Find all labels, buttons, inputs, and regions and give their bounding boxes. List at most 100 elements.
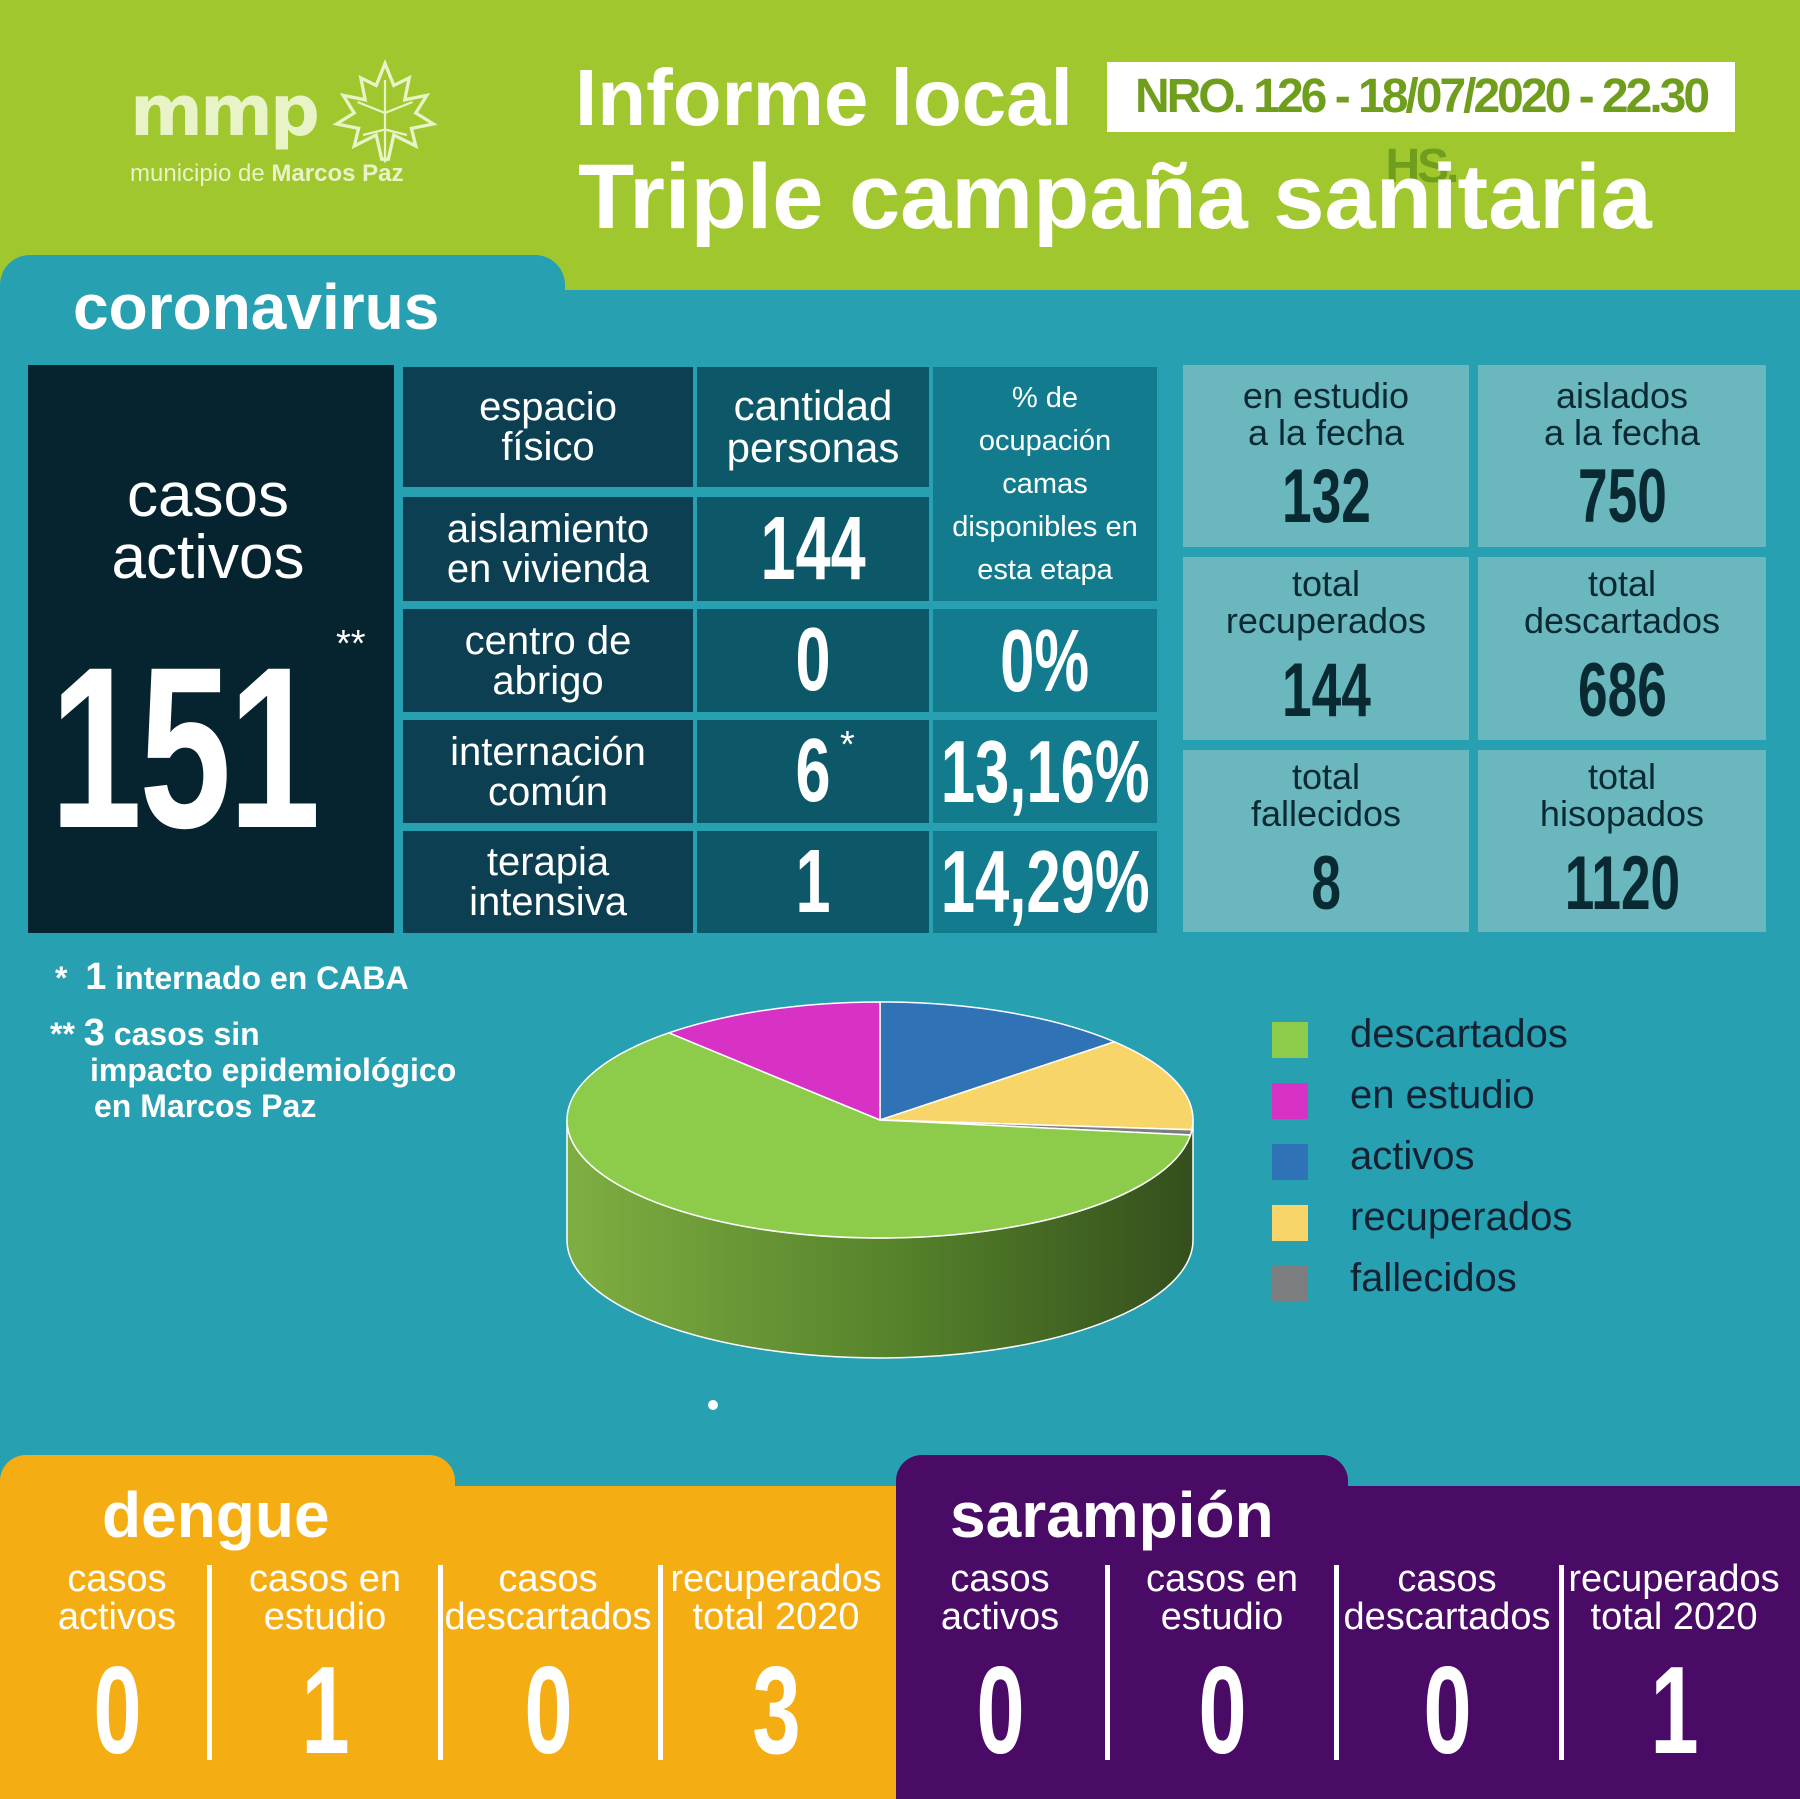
stat4-label-line1: total bbox=[1587, 563, 1657, 604]
header-pct-line2: ocupación bbox=[978, 424, 1112, 457]
sarampion-divider bbox=[1105, 1565, 1110, 1760]
note2-number: 3 bbox=[83, 1012, 105, 1054]
header-band bbox=[0, 0, 1800, 290]
sarampion-col-label: casos en estudio bbox=[1102, 1560, 1342, 1636]
logo-sub-name: Marcos Paz bbox=[271, 160, 404, 187]
header-space-line1: espacio bbox=[479, 385, 617, 429]
cases-pie-chart bbox=[566, 1001, 1194, 1359]
dengue-col-value: 1 bbox=[245, 1640, 405, 1782]
row-qty-internacion: 6 bbox=[697, 720, 929, 823]
stat-recuperados: total recuperados 144 bbox=[1183, 557, 1469, 740]
stat-hisopados: total hisopados 1120 bbox=[1478, 750, 1766, 932]
row-qty-terapia: 1 bbox=[697, 831, 929, 933]
row-label-internacion: internación común bbox=[403, 720, 693, 823]
row-qty-abrigo: 0 bbox=[697, 609, 929, 712]
stat2-label-line2: a la fecha bbox=[1543, 412, 1701, 453]
stat5-label-line1: total bbox=[1291, 756, 1361, 797]
note2-line3: en Marcos Paz bbox=[94, 1088, 317, 1124]
dengue-col-value: 3 bbox=[696, 1640, 856, 1782]
value-text: 1 bbox=[300, 1642, 350, 1780]
sarampion-divider bbox=[1334, 1565, 1339, 1760]
header-pct-line3: camas bbox=[1002, 467, 1088, 500]
sarampion-col-value: 0 bbox=[920, 1640, 1080, 1782]
stat-aislados: aislados a la fecha 750 bbox=[1478, 365, 1766, 547]
active-label-line2: activos bbox=[111, 523, 305, 592]
legend-label: en estudio bbox=[1350, 1073, 1535, 1117]
legend-swatch bbox=[1272, 1144, 1308, 1180]
dengue-col-value: 0 bbox=[468, 1640, 628, 1782]
municipio-logo: mmp municipio de Marcos Paz bbox=[130, 59, 460, 200]
dengue-panel bbox=[0, 1486, 902, 1799]
report-title: Informe local bbox=[575, 53, 1073, 142]
row2-qty: 0 bbox=[795, 610, 831, 710]
row2-label-line1: centro de bbox=[464, 618, 632, 663]
note1-mark: * bbox=[55, 960, 68, 996]
header-qty-line1: cantidad bbox=[733, 382, 893, 429]
sarampion-title: sarampión bbox=[950, 1479, 1274, 1551]
active-cases-value: 151 bbox=[50, 619, 321, 876]
row2-label-line2: abrigo bbox=[492, 658, 604, 703]
coronavirus-tab bbox=[0, 255, 565, 345]
sarampion-panel bbox=[896, 1486, 1800, 1799]
active-label-line1: casos bbox=[127, 461, 289, 530]
row-label-abrigo: centro de abrigo bbox=[403, 609, 693, 712]
row-pct-abrigo: 0% bbox=[933, 609, 1157, 712]
header-pct-line1: % de bbox=[1011, 381, 1079, 414]
stat-en-estudio: en estudio a la fecha 132 bbox=[1183, 365, 1469, 547]
stat3-label-line1: total bbox=[1291, 563, 1361, 604]
row1-qty: 144 bbox=[760, 498, 866, 599]
note1-number: 1 bbox=[85, 956, 107, 998]
dengue-col-label: casos en estudio bbox=[205, 1560, 445, 1636]
label-line: descartados bbox=[444, 1596, 652, 1638]
row1-label-line1: aislamiento bbox=[446, 507, 650, 551]
header-pct-line5: esta etapa bbox=[977, 553, 1113, 586]
active-cases-footnote-mark: ** bbox=[336, 623, 366, 665]
pie-slice-activos bbox=[879, 1001, 1117, 1122]
note2-line2: impacto epidemiológico bbox=[90, 1052, 457, 1088]
stat6-label-line2: hisopados bbox=[1539, 793, 1705, 834]
row1-label-line2: en vivienda bbox=[446, 547, 650, 591]
value-text: 3 bbox=[751, 1642, 801, 1780]
label-line: casos en bbox=[248, 1558, 402, 1600]
active-cases-panel: casos activos 151 ** bbox=[28, 365, 394, 933]
stat6-label-line1: total bbox=[1587, 756, 1657, 797]
pie-slice-recuperados bbox=[879, 1040, 1194, 1131]
dengue-title: dengue bbox=[102, 1479, 330, 1551]
legend-swatch bbox=[1272, 1022, 1308, 1058]
dengue-col-value: 0 bbox=[37, 1640, 197, 1782]
legend-item-activos: activos bbox=[1272, 1132, 1692, 1192]
note2-line1: casos sin bbox=[113, 1016, 260, 1052]
row3-qty: 6 bbox=[795, 721, 831, 821]
stat4-label-line2: descartados bbox=[1523, 600, 1721, 641]
sarampion-col-value: 0 bbox=[1142, 1640, 1302, 1782]
legend-swatch bbox=[1272, 1266, 1308, 1302]
label-line: casos bbox=[950, 1558, 1050, 1600]
sarampion-col-value: 0 bbox=[1367, 1640, 1527, 1782]
label-line: total 2020 bbox=[1590, 1596, 1758, 1638]
value-text: 0 bbox=[975, 1642, 1025, 1780]
dengue-divider bbox=[658, 1565, 663, 1760]
legend-item-recuperados: recuperados bbox=[1272, 1193, 1692, 1253]
value-text: 0 bbox=[1422, 1642, 1472, 1780]
label-line: descartados bbox=[1343, 1596, 1551, 1638]
row3-label-line2: común bbox=[487, 769, 609, 814]
row4-qty: 1 bbox=[795, 831, 831, 932]
row3-pct: 13,16% bbox=[940, 721, 1150, 821]
label-line: casos bbox=[498, 1558, 598, 1600]
label-line: activos bbox=[940, 1596, 1060, 1638]
header-qty: cantidad personas bbox=[697, 367, 929, 487]
row-label-vivienda: aislamiento en vivienda bbox=[403, 497, 693, 601]
stat5-value: 8 bbox=[1311, 841, 1341, 926]
note1-text: internado en CABA bbox=[115, 960, 409, 996]
label-line: recuperados bbox=[1568, 1558, 1780, 1600]
row-pct-internacion: 13,16% bbox=[933, 720, 1157, 823]
label-line: estudio bbox=[263, 1596, 387, 1638]
value-text: 0 bbox=[92, 1642, 142, 1780]
row4-label-line2: intensiva bbox=[469, 880, 627, 924]
header-qty-line2: personas bbox=[726, 424, 900, 471]
active-cases-label: casos activos bbox=[28, 465, 388, 589]
row-qty-vivienda: 144 bbox=[697, 497, 929, 601]
logo-sub-prefix: municipio de bbox=[130, 160, 272, 187]
label-line: casos bbox=[1397, 1558, 1497, 1600]
